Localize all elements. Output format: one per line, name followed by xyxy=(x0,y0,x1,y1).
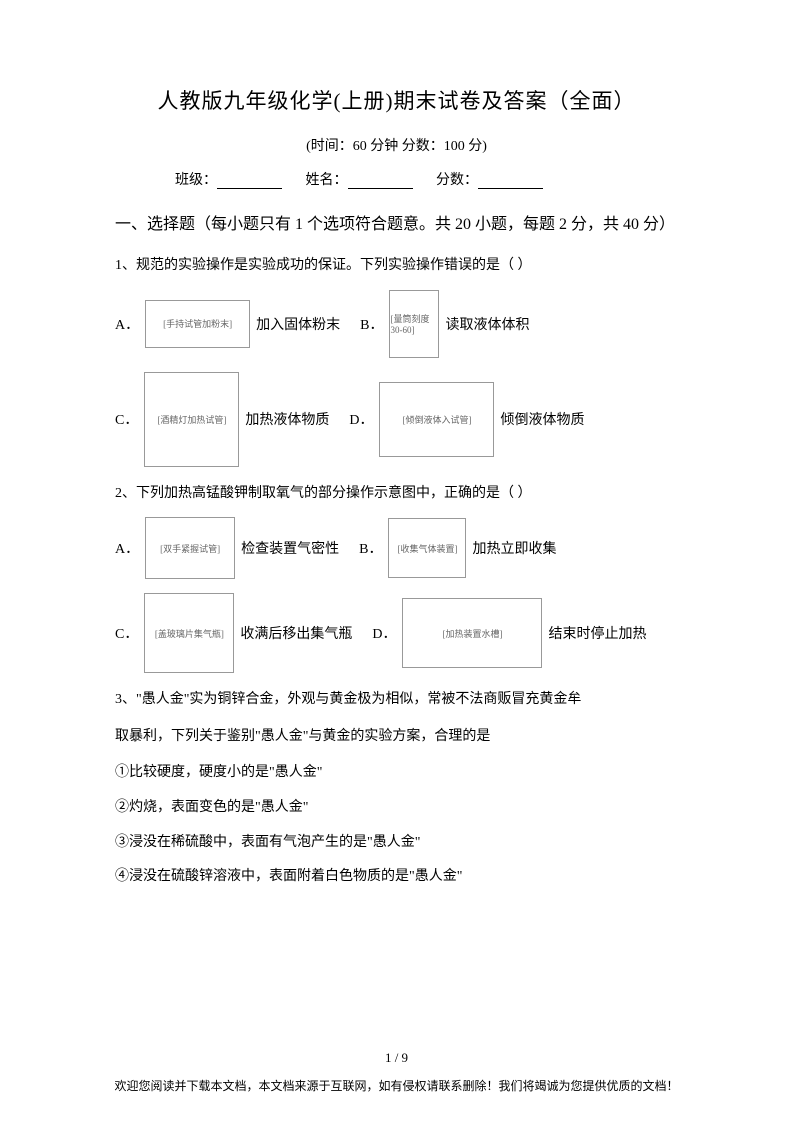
q1-d-diagram: [倾倒液体入试管] xyxy=(379,382,494,457)
score-blank[interactable] xyxy=(478,173,543,189)
q1-a-diagram: [手持试管加粉末] xyxy=(145,300,250,348)
q2-row2: C． [盖玻璃片集气瓶] 收满后移出集气瓶 D． [加热装置水槽] 结束时停止加… xyxy=(115,593,678,673)
class-blank[interactable] xyxy=(217,173,282,189)
q1-c-text: 加热液体物质 xyxy=(245,409,329,429)
q1-c-diagram: [酒精灯加热试管] xyxy=(144,372,239,467)
q2-a-diagram: [双手紧握试管] xyxy=(145,517,235,579)
doc-title: 人教版九年级化学(上册)期末试卷及答案（全面） xyxy=(115,85,678,115)
q1-row2: C． [酒精灯加热试管] 加热液体物质 D． [倾倒液体入试管] 倾倒液体物质 xyxy=(115,372,678,467)
q2-d-text: 结束时停止加热 xyxy=(548,623,646,643)
q3-item1: ①比较硬度，硬度小的是"愚人金" xyxy=(115,760,678,787)
q2-b-diagram: [收集气体装置] xyxy=(388,518,466,578)
doc-subtitle: (时间：60 分钟 分数：100 分) xyxy=(115,135,678,155)
q3-item4: ④浸没在硫酸锌溶液中，表面附着白色物质的是"愚人金" xyxy=(115,864,678,891)
q3-line2: 取暴利，下列关于鉴别"愚人金"与黄金的实验方案，合理的是 xyxy=(115,724,678,751)
name-label: 姓名： xyxy=(306,173,348,188)
footer-text: 欢迎您阅读并下载本文档，本文档来源于互联网，如有侵权请联系删除！我们将竭诚为您提… xyxy=(0,1077,793,1094)
q2-row1: A． [双手紧握试管] 检查装置气密性 B． [收集气体装置] 加热立即收集 xyxy=(115,517,678,579)
q1-a-label: A． xyxy=(115,314,139,334)
q2-a-label: A． xyxy=(115,538,139,558)
q1-b-diagram: [量筒刻度30-60] xyxy=(389,290,439,358)
class-label: 班级： xyxy=(175,173,217,188)
q2-b-text: 加热立即收集 xyxy=(472,538,556,558)
q2-c-diagram: [盖玻璃片集气瓶] xyxy=(144,593,234,673)
q2-a-text: 检查装置气密性 xyxy=(241,538,339,558)
q2-b-label: B． xyxy=(359,538,382,558)
q1-text: 1、规范的实验操作是实验成功的保证。下列实验操作错误的是（ ） xyxy=(115,253,678,280)
info-line: 班级： 姓名： 分数： xyxy=(115,169,678,189)
q2-d-diagram: [加热装置水槽] xyxy=(402,598,542,668)
q2-d-label: D． xyxy=(372,623,396,643)
q1-d-label: D． xyxy=(349,409,373,429)
q1-c-label: C． xyxy=(115,409,138,429)
name-blank[interactable] xyxy=(348,173,413,189)
q1-b-text: 读取液体体积 xyxy=(445,314,529,334)
page-number: 1 / 9 xyxy=(0,1050,793,1066)
q1-row1: A． [手持试管加粉末] 加入固体粉末 B． [量筒刻度30-60] 读取液体体… xyxy=(115,290,678,358)
q1-a-text: 加入固体粉末 xyxy=(256,314,340,334)
q2-c-label: C． xyxy=(115,623,138,643)
q3-line1: 3、"愚人金"实为铜锌合金，外观与黄金极为相似，常被不法商贩冒充黄金牟 xyxy=(115,687,678,714)
section1-header: 一、选择题（每小题只有 1 个选项符合题意。共 20 小题，每题 2 分，共 4… xyxy=(115,209,678,241)
q2-c-text: 收满后移出集气瓶 xyxy=(240,623,352,643)
q2-text: 2、下列加热高锰酸钾制取氧气的部分操作示意图中，正确的是（ ） xyxy=(115,481,678,508)
q1-b-label: B． xyxy=(360,314,383,334)
score-label: 分数： xyxy=(436,173,478,188)
q1-d-text: 倾倒液体物质 xyxy=(500,409,584,429)
q3-item3: ③浸没在稀硫酸中，表面有气泡产生的是"愚人金" xyxy=(115,830,678,857)
q3-item2: ②灼烧，表面变色的是"愚人金" xyxy=(115,795,678,822)
